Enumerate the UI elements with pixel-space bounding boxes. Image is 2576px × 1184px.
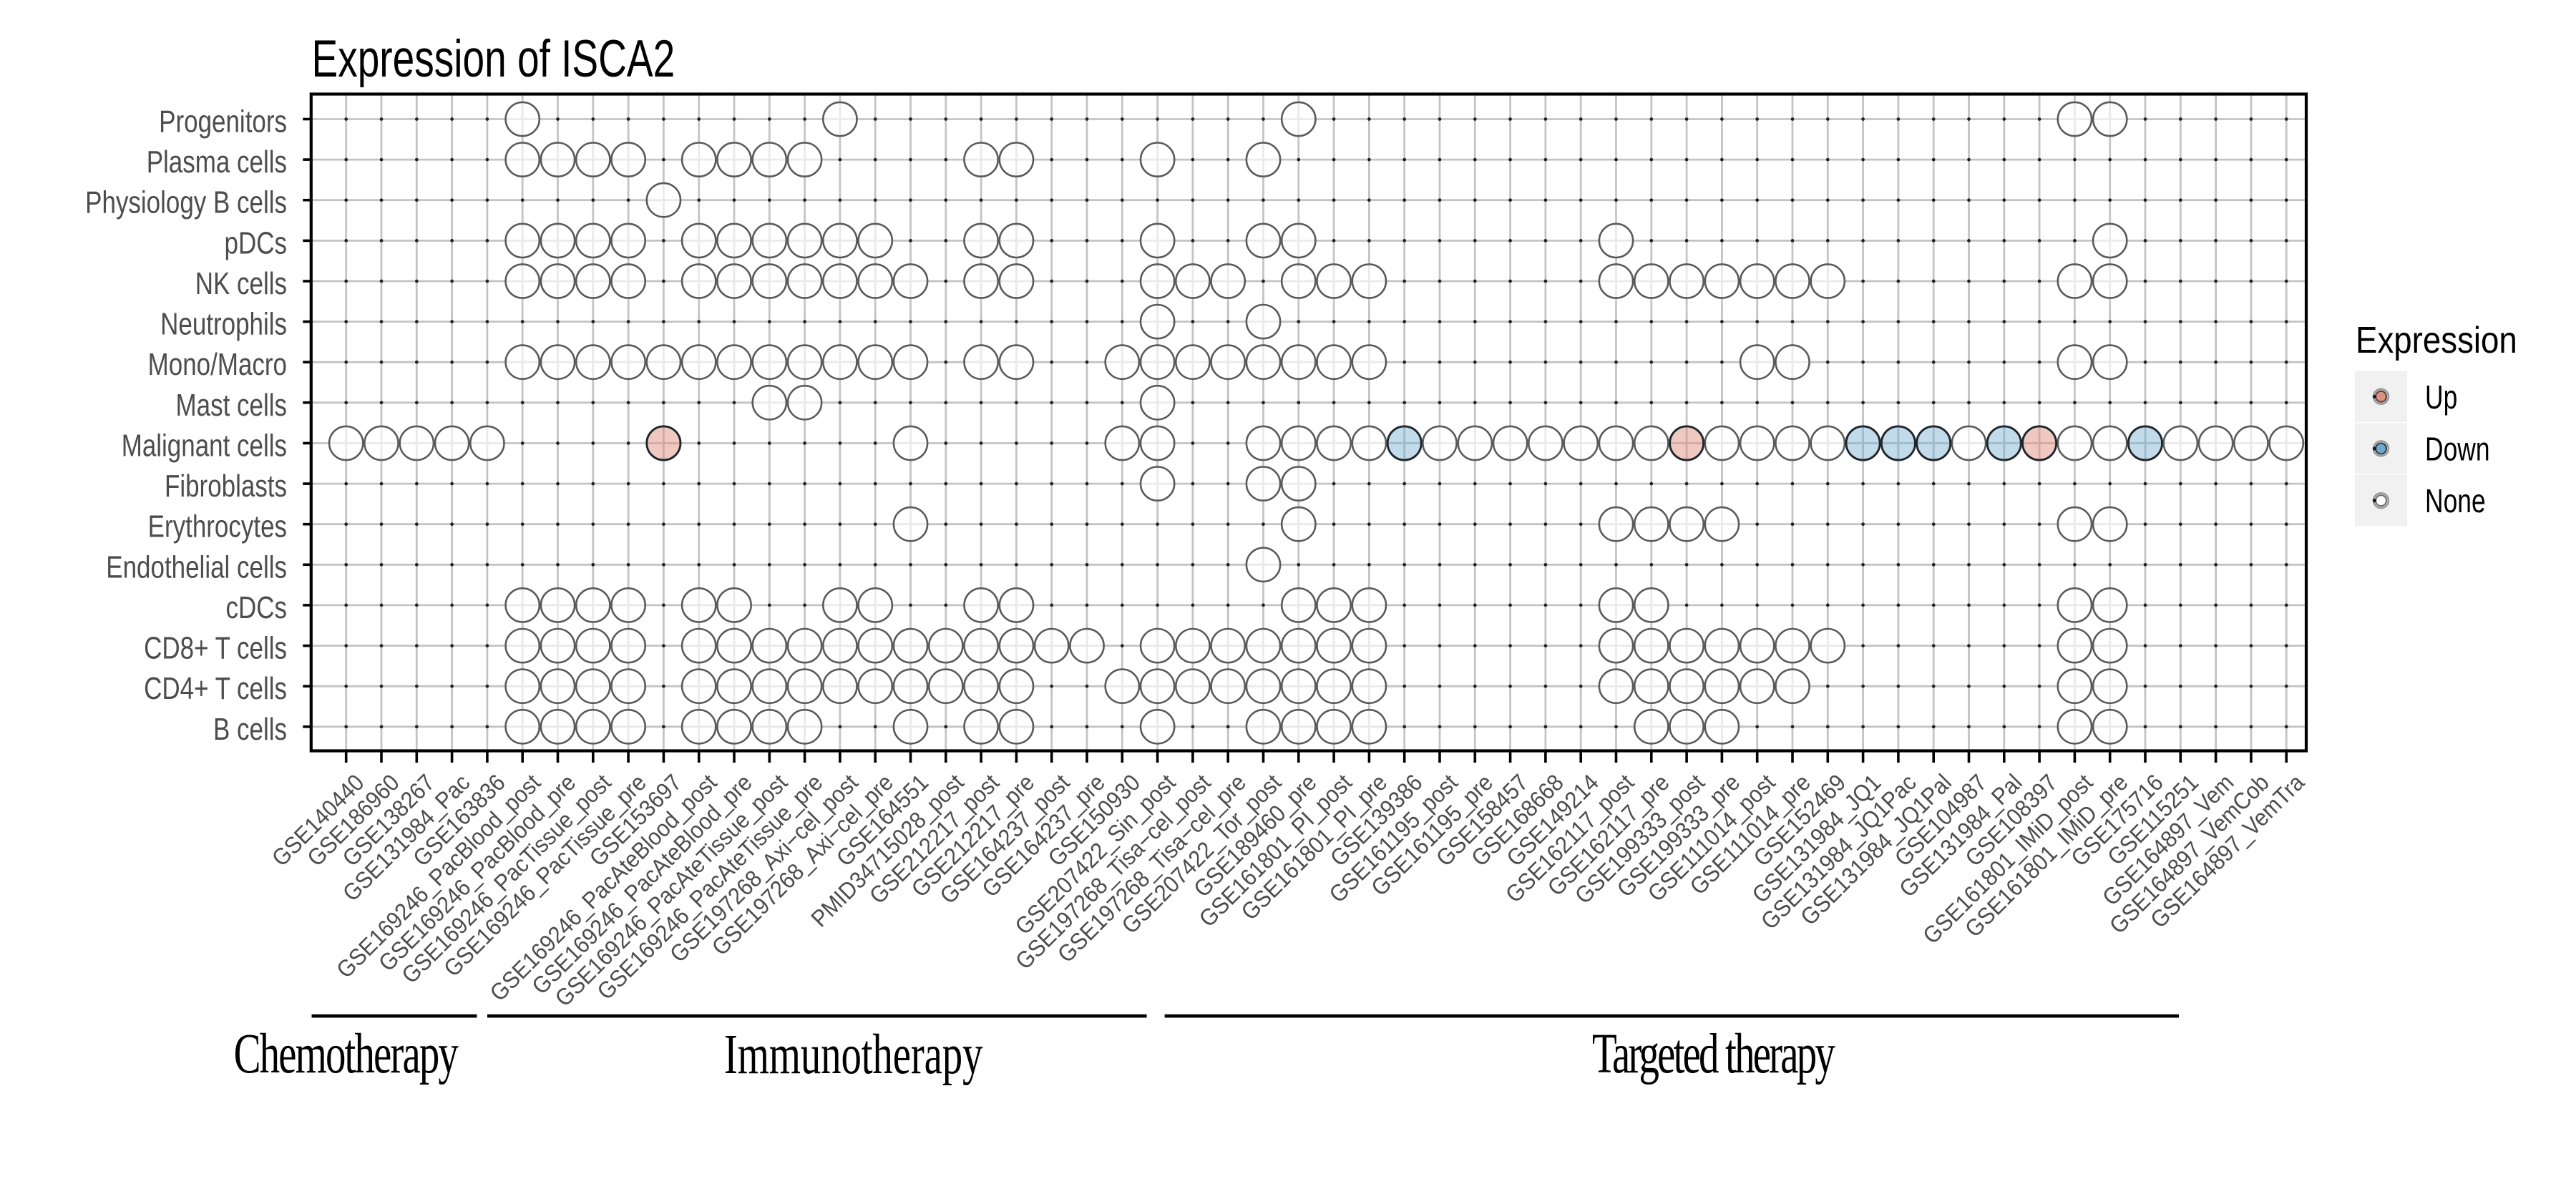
svg-text:Up: Up bbox=[2425, 378, 2457, 416]
svg-text:Mono/Macro: Mono/Macro bbox=[148, 347, 287, 382]
svg-text:Chemotherapy: Chemotherapy bbox=[234, 1022, 459, 1085]
svg-text:Erythrocytes: Erythrocytes bbox=[148, 509, 287, 544]
svg-text:cDCs: cDCs bbox=[226, 590, 287, 625]
svg-text:pDCs: pDCs bbox=[225, 226, 287, 261]
svg-text:Fibroblasts: Fibroblasts bbox=[165, 469, 287, 504]
svg-text:Targeted therapy: Targeted therapy bbox=[1592, 1022, 1835, 1085]
svg-text:B cells: B cells bbox=[213, 712, 287, 747]
svg-text:CD8+ T cells: CD8+ T cells bbox=[144, 631, 287, 666]
svg-text:Neutrophils: Neutrophils bbox=[160, 307, 287, 342]
svg-text:Immunotherapy: Immunotherapy bbox=[724, 1023, 983, 1085]
svg-text:Physiology B cells: Physiology B cells bbox=[85, 185, 287, 220]
svg-text:Malignant cells: Malignant cells bbox=[122, 429, 287, 464]
svg-text:None: None bbox=[2425, 483, 2486, 520]
svg-text:Expression: Expression bbox=[2356, 320, 2517, 361]
svg-text:Down: Down bbox=[2425, 431, 2490, 468]
svg-text:Plasma cells: Plasma cells bbox=[147, 145, 287, 180]
svg-text:CD4+ T cells: CD4+ T cells bbox=[144, 671, 287, 706]
svg-text:Mast cells: Mast cells bbox=[176, 388, 287, 423]
svg-text:Endothelial cells: Endothelial cells bbox=[106, 550, 287, 585]
svg-text:Progenitors: Progenitors bbox=[159, 104, 287, 140]
svg-text:NK cells: NK cells bbox=[195, 266, 287, 301]
svg-text:Expression of ISCA2: Expression of ISCA2 bbox=[312, 29, 675, 87]
